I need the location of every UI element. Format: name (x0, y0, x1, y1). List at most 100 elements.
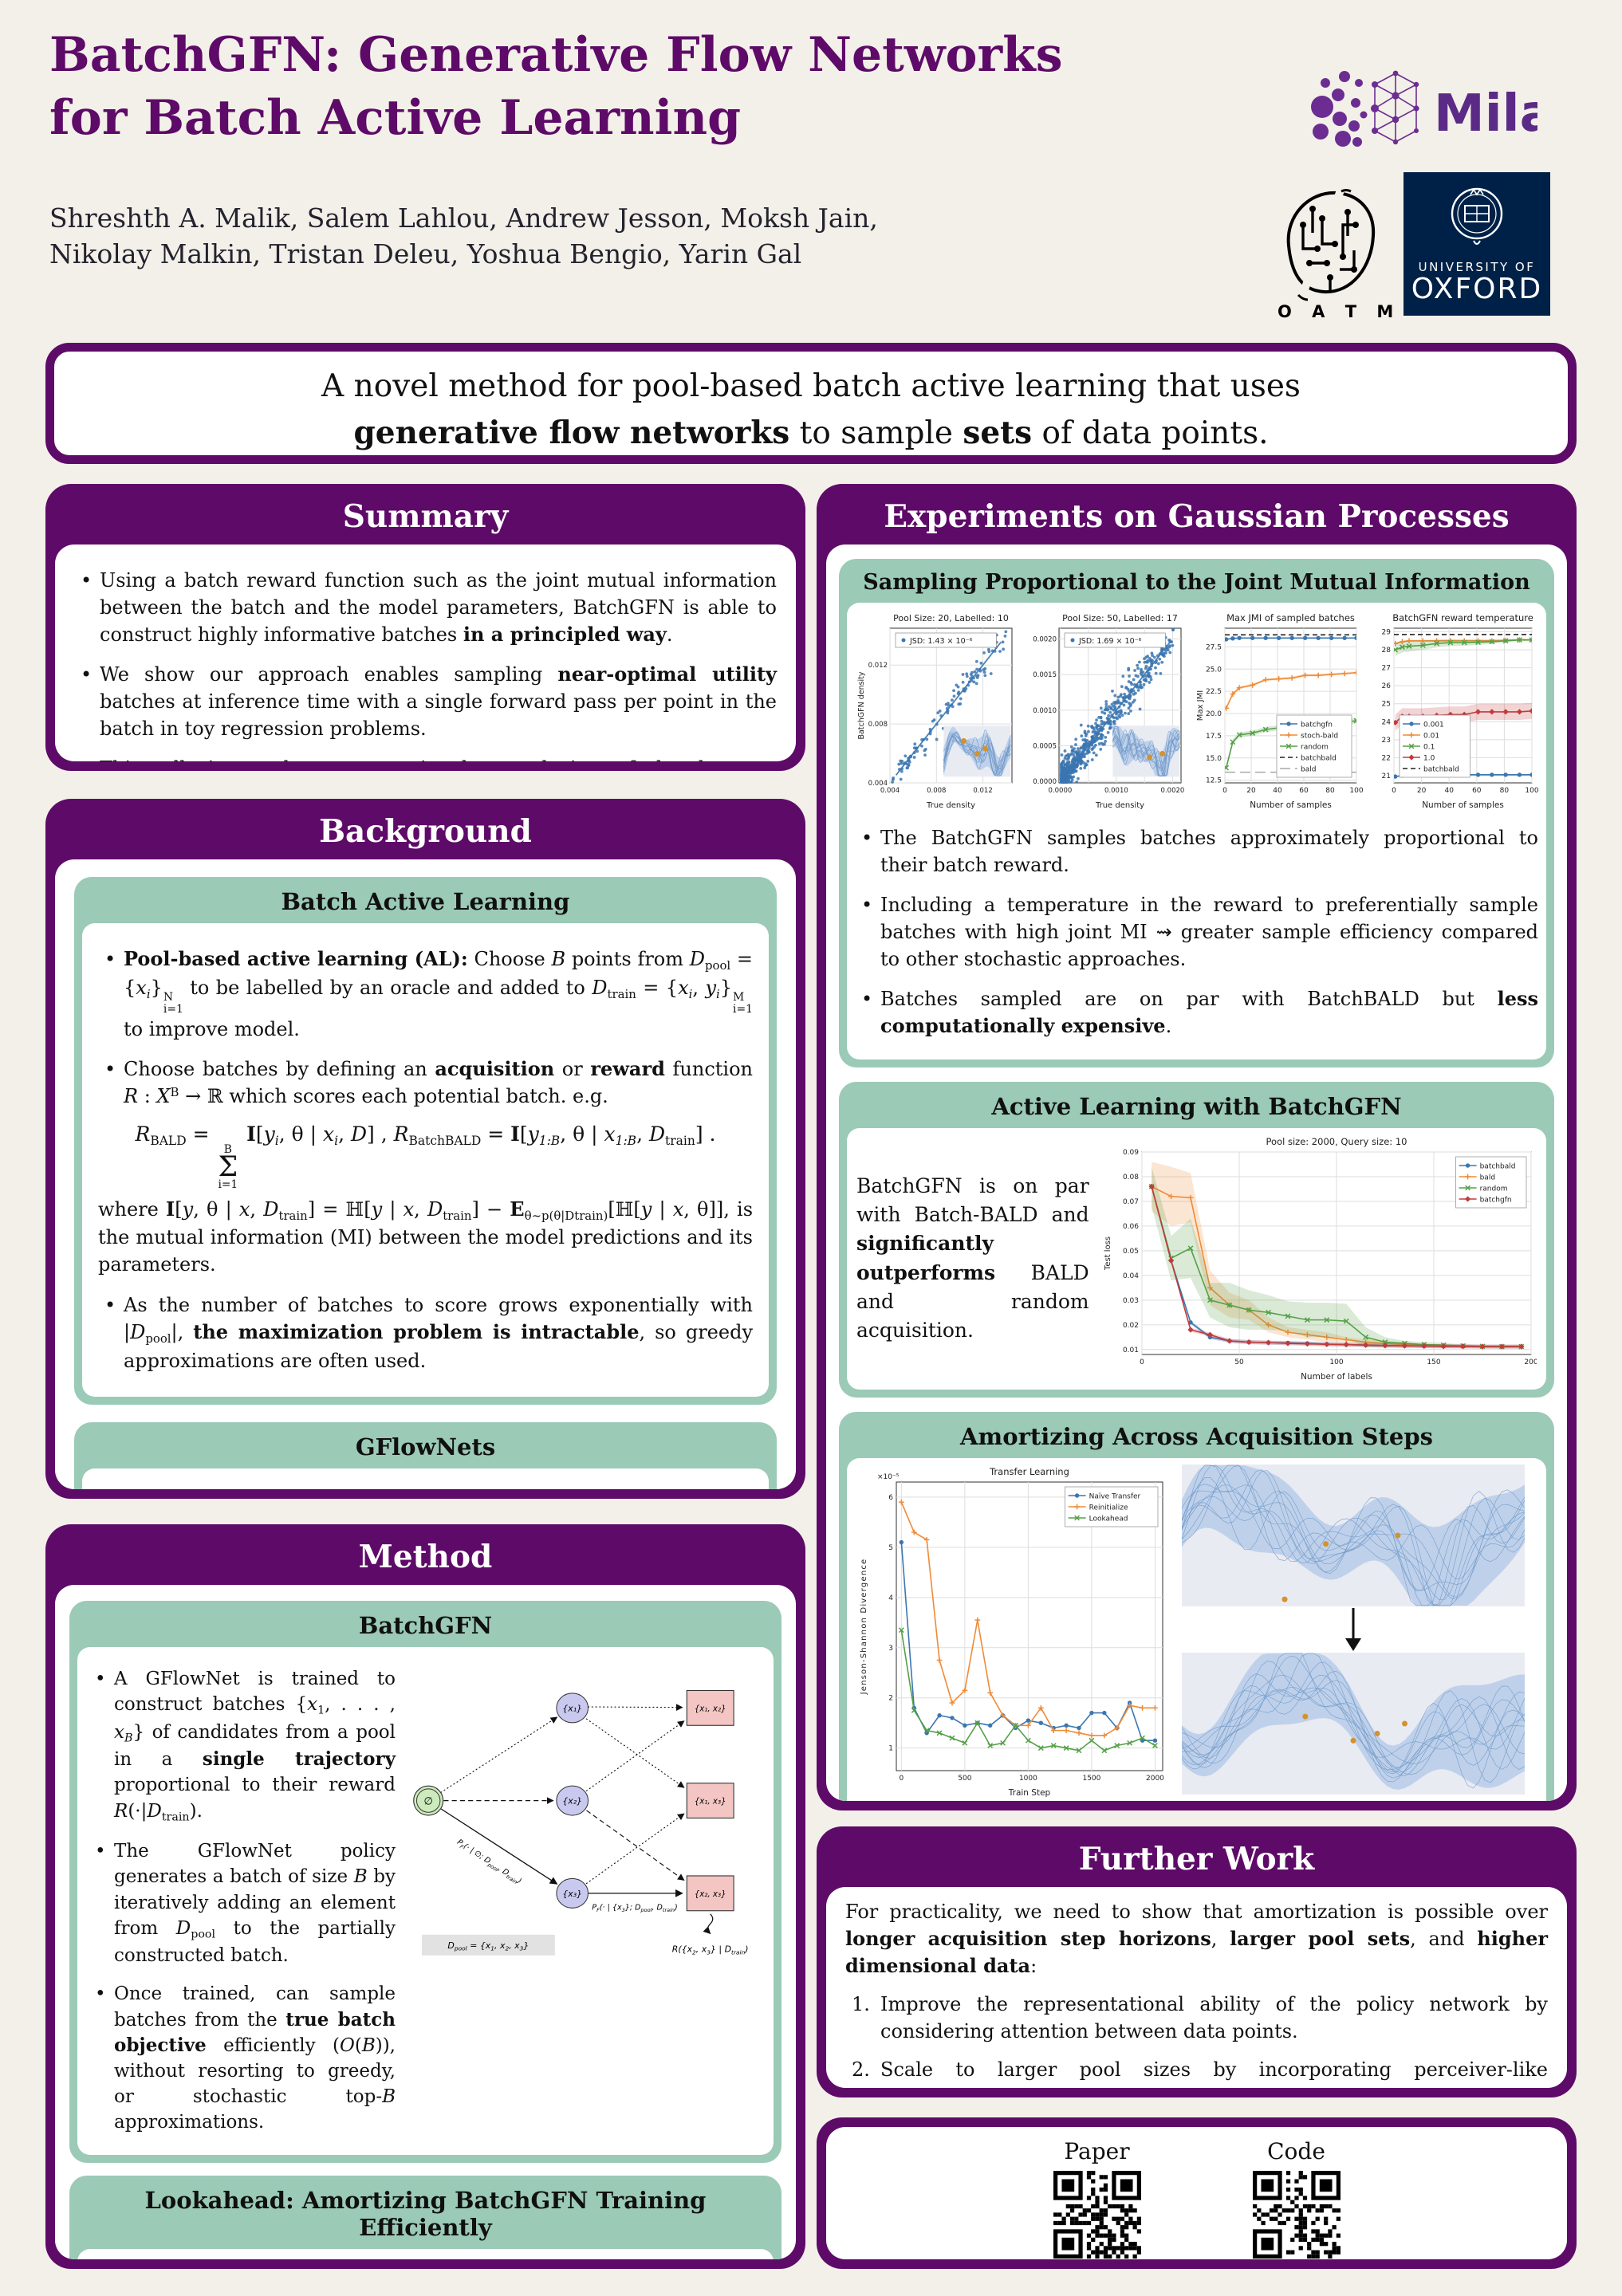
sampling-plots: 0.004 0.004 0.008 0.008 0.012 0.012 Pool Size:… (855, 611, 1538, 812)
svg-text:0: 0 (1392, 787, 1396, 795)
bullet: Using a batch reward function such as th… (74, 567, 777, 648)
reward-label: R({x2, x3} | Dtrain) (672, 1944, 749, 1956)
bullet: Once trained, can sample batches from th… (89, 1981, 396, 2135)
svg-text:True density: True density (926, 801, 975, 810)
svg-text:Pool Size: 50, Labelled: 17: Pool Size: 50, Labelled: 17 (1062, 613, 1178, 623)
further-work-title: Further Work (1078, 1841, 1315, 1877)
svg-text:21: 21 (1382, 773, 1391, 780)
bullet: As the number of batches to score grows … (98, 1292, 753, 1374)
svg-text:27: 27 (1382, 665, 1391, 673)
svg-text:1000: 1000 (1019, 1775, 1037, 1783)
svg-text:Max JMI: Max JMI (1196, 690, 1205, 721)
svg-text:40: 40 (1273, 787, 1282, 795)
svg-text:100: 100 (1349, 787, 1363, 795)
svg-text:0.09: 0.09 (1123, 1149, 1139, 1157)
batch-active-learning-box: Batch Active Learning Pool-based active … (74, 877, 777, 1405)
svg-text:0.012: 0.012 (973, 787, 992, 795)
svg-text:BatchGFN density: BatchGFN density (857, 671, 866, 739)
svg-text:15.0: 15.0 (1206, 755, 1222, 763)
svg-text:0.0015: 0.0015 (1033, 671, 1057, 679)
summary-list: Using a batch reward function such as th… (74, 567, 777, 761)
svg-text:0.0010: 0.0010 (1104, 787, 1128, 795)
svg-text:1500: 1500 (1082, 1775, 1100, 1783)
svg-text:bald: bald (1479, 1174, 1494, 1181)
pf-label-2: PF(· | {x3}; Dpool, Dtrain) (592, 1903, 677, 1913)
svg-text:22: 22 (1382, 754, 1391, 762)
svg-text:random: random (1301, 744, 1329, 752)
node-empty: ∅ (424, 1795, 433, 1807)
sampling-list: The BatchGFN samples batches approximate… (855, 824, 1538, 1040)
svg-text:100: 100 (1525, 787, 1538, 795)
list-item: Improve the representational ability of … (852, 1991, 1548, 2043)
svg-text:0.0020: 0.0020 (1033, 635, 1057, 643)
svg-text:1: 1 (888, 1744, 893, 1752)
bullet: Pool-based active learning (AL): Choose … (98, 946, 753, 1043)
svg-text:0: 0 (899, 1775, 904, 1783)
svg-text:0.008: 0.008 (927, 787, 946, 795)
svg-text:Pool Size: 20, Labelled: 10: Pool Size: 20, Labelled: 10 (893, 613, 1009, 623)
svg-text:0.07: 0.07 (1123, 1197, 1139, 1205)
svg-text:Reinitialize: Reinitialize (1089, 1504, 1128, 1512)
svg-text:0.0000: 0.0000 (1033, 778, 1057, 786)
svg-text:80: 80 (1500, 787, 1510, 795)
oxford-logo: UNIVERSITY OF OXFORD (1404, 172, 1550, 316)
svg-text:0.004: 0.004 (868, 780, 888, 788)
svg-text:25.0: 25.0 (1206, 666, 1222, 674)
svg-text:500: 500 (958, 1775, 971, 1783)
svg-text:0.04: 0.04 (1123, 1272, 1139, 1280)
oatml-logo: O A T M L (1278, 187, 1392, 321)
title-line2: for Batch Active Learning (49, 90, 742, 147)
bullet: This alleviates the computational comple… (74, 755, 777, 761)
svg-text:Max JMI of sampled batches: Max JMI of sampled batches (1226, 612, 1355, 623)
svg-text:17.5: 17.5 (1206, 733, 1222, 741)
chart-test-loss: 0.01 0.02 0.03 0.04 0.05 0.06 0.07 0.08 0.09 0 50 1… (1104, 1136, 1537, 1382)
svg-text:Lookahead: Lookahead (1089, 1515, 1128, 1523)
oxford-top-label: UNIVERSITY OF (1419, 260, 1536, 274)
svg-text:0.001: 0.001 (1423, 721, 1444, 729)
mila-wordmark: Mila (1434, 85, 1537, 144)
svg-text:40: 40 (1444, 787, 1454, 795)
svg-text:Train Step: Train Step (1008, 1788, 1051, 1798)
bullet: A GFlowNet is trained to construct batch… (89, 1666, 396, 1826)
lookahead-box: Lookahead: Amortizing BatchGFN Training … (69, 2175, 781, 2259)
svg-text:Pool size: 2000, Query size: 1: Pool size: 2000, Query size: 10 (1266, 1136, 1407, 1147)
svg-text:23: 23 (1382, 737, 1391, 745)
gp-posterior-before (1182, 1464, 1525, 1606)
svg-text:20.0: 20.0 (1206, 710, 1222, 718)
lookahead-title: Lookahead: Amortizing BatchGFN Training … (144, 2186, 707, 2241)
batchgfn-list: A GFlowNet is trained to construct batch… (89, 1653, 396, 2149)
node-x2: {x₂} (562, 1796, 582, 1807)
bal-list2: As the number of batches to score grows … (98, 1292, 753, 1374)
pf-label-1: PF(· | ∅; Dpool, Dtrain) (455, 1838, 523, 1887)
svg-text:25: 25 (1382, 701, 1391, 709)
svg-text:4: 4 (888, 1594, 893, 1602)
code-link: Code (1252, 2138, 1341, 2259)
oatml-wordmark: O A T M L (1278, 302, 1392, 321)
down-arrow-icon (1345, 1607, 1361, 1651)
method-panel: Method BatchGFN A GFlowNet is trained to… (45, 1524, 805, 2269)
experiments-title: Experiments on Gaussian Processes (884, 498, 1510, 535)
background-panel: Background Batch Active Learning Pool-ba… (45, 799, 805, 1499)
svg-text:Number of samples: Number of samples (1250, 800, 1332, 810)
svg-text:0.06: 0.06 (1123, 1222, 1139, 1230)
svg-text:20: 20 (1417, 787, 1427, 795)
banner-line1: A novel method for pool-based batch acti… (321, 368, 1301, 404)
title-line1: BatchGFN: Generative Flow Networks (49, 27, 1063, 83)
al-text: BatchGFN is on par with Batch-BALD and s… (856, 1174, 1089, 1343)
svg-text:0.01: 0.01 (1423, 733, 1439, 741)
svg-text:12.5: 12.5 (1206, 777, 1222, 785)
svg-text:0.02: 0.02 (1123, 1321, 1139, 1329)
bullet: The BatchGFN samples batches approximate… (855, 824, 1538, 879)
svg-text:batchgfn: batchgfn (1301, 721, 1333, 729)
svg-text:1.0: 1.0 (1423, 755, 1435, 763)
active-learning-box: Active Learning with BatchGFN BatchGFN i… (839, 1081, 1554, 1398)
svg-text:True density: True density (1095, 801, 1144, 810)
svg-text:Transfer Learning: Transfer Learning (989, 1466, 1069, 1477)
svg-text:0.004: 0.004 (880, 787, 900, 795)
mila-logo: Mila (1311, 70, 1537, 147)
batchgfn-diagram: ∅ {x₁} {x₂} {x₃} {x₁, x₂} {x₁, x₃} {x₂, … (413, 1689, 749, 1956)
bal-title: Batch Active Learning (281, 888, 570, 915)
batchgfn-title: BatchGFN (358, 1612, 493, 1639)
